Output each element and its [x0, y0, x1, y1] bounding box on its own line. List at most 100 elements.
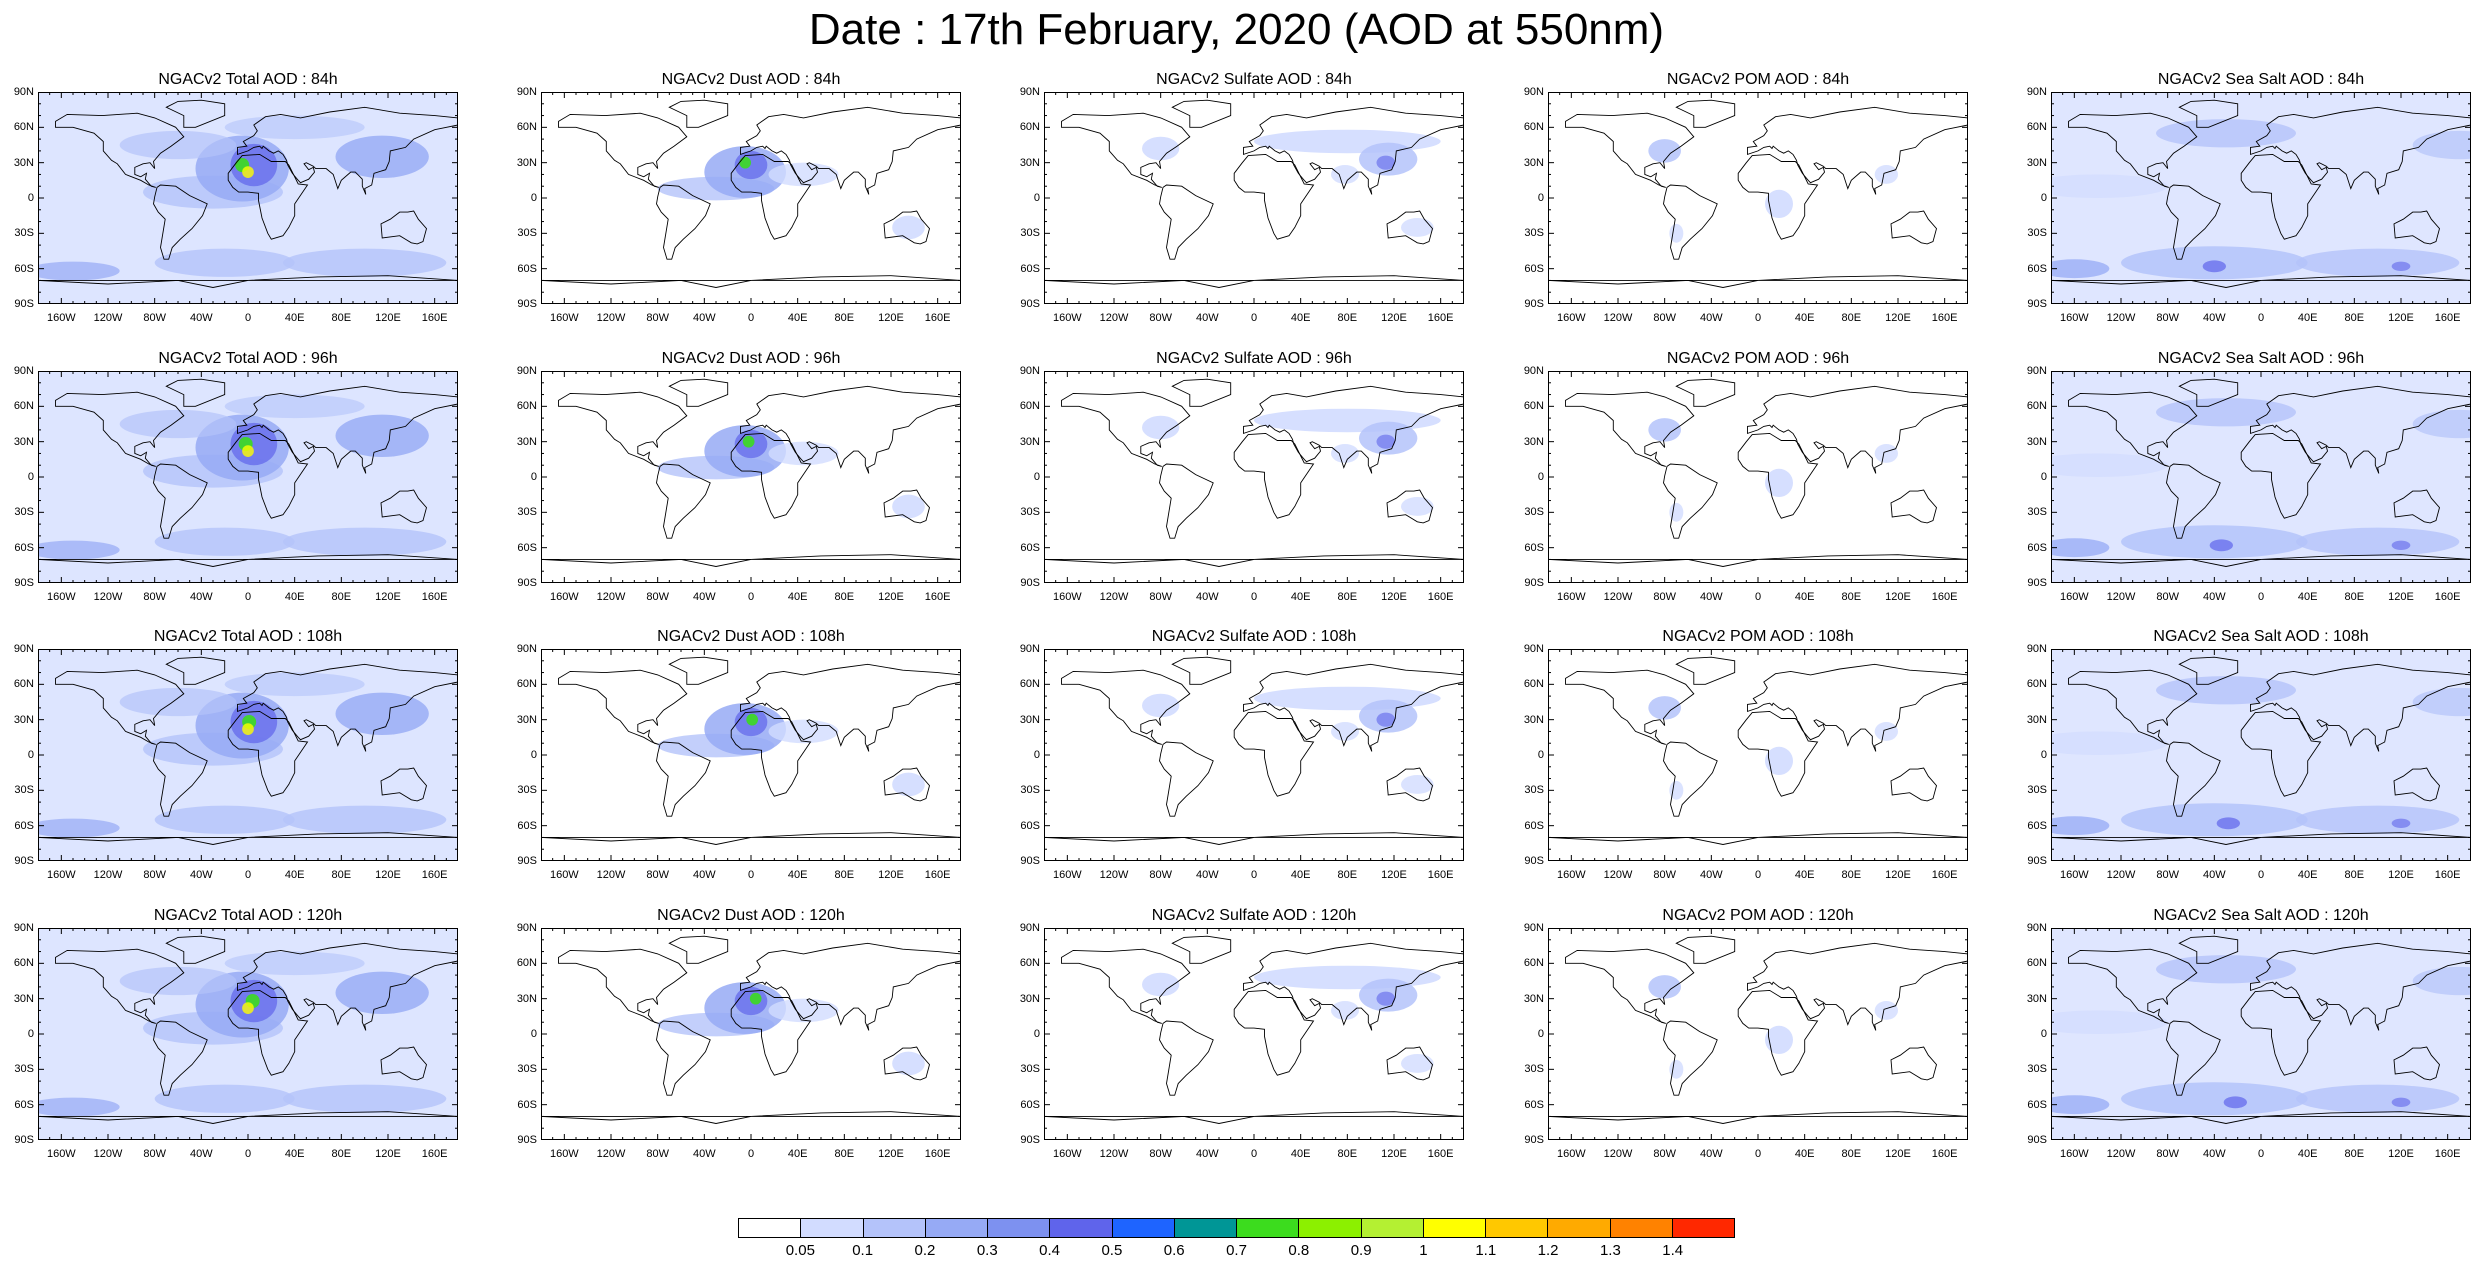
- colorbar-label: 0.1: [852, 1242, 874, 1259]
- aod-field-patch: [38, 1097, 120, 1117]
- lat-label: 60N: [516, 400, 537, 413]
- lat-label: 60N: [516, 957, 537, 970]
- lon-label: 80W: [1653, 869, 1676, 881]
- colorbar-swatch: [801, 1219, 864, 1237]
- lon-label: 160W: [46, 312, 76, 324]
- aod-field-patch: [1331, 165, 1359, 184]
- lon-label: 80E: [834, 312, 855, 324]
- lat-label: 60N: [1523, 400, 1544, 413]
- lon-label: 40W: [693, 1148, 716, 1160]
- coastline: [153, 184, 208, 260]
- lon-label: 80W: [143, 591, 166, 603]
- lat-label: 60S: [1524, 541, 1544, 554]
- lat-label: 60S: [14, 1098, 34, 1111]
- coastline: [541, 832, 961, 845]
- lon-label: 80W: [646, 1148, 669, 1160]
- panel-title: NGACv2 Total AOD : 84h: [158, 71, 338, 88]
- lon-label: 40W: [1700, 869, 1723, 881]
- coastline: [55, 391, 185, 467]
- panel-title: NGACv2 Total AOD : 108h: [153, 628, 343, 645]
- lon-label: 120W: [596, 1148, 626, 1160]
- coastline: [55, 112, 185, 188]
- lat-label: 90N: [1019, 643, 1040, 655]
- lon-label: 160E: [1931, 591, 1958, 603]
- lon-label: 160W: [1052, 591, 1082, 603]
- coastline: [740, 942, 961, 1031]
- lon-label: 40E: [1794, 312, 1815, 324]
- coastline: [237, 942, 458, 1031]
- aod-field-patch: [1142, 693, 1180, 718]
- world-map-svg: [2051, 92, 2471, 304]
- lon-label: 40E: [787, 1148, 808, 1160]
- aod-field-patch: [242, 1002, 254, 1014]
- aod-field-patch: [2051, 453, 2168, 477]
- lon-label: 80W: [1149, 869, 1172, 881]
- lat-label: 60N: [2026, 400, 2047, 413]
- lat-label: 90N: [1523, 86, 1544, 98]
- aod-field-patch: [1142, 136, 1180, 161]
- lat-label: 60S: [1524, 262, 1544, 275]
- coastline: [1233, 153, 1315, 240]
- lon-label: 80W: [143, 312, 166, 324]
- coastline: [1890, 489, 1937, 524]
- colorbar-label: 0.9: [1350, 1242, 1372, 1259]
- lat-label: 0: [27, 471, 34, 483]
- lon-label: 120E: [1885, 591, 1911, 603]
- coastline: [1675, 935, 1736, 964]
- panel-title: NGACv2 Sulfate AOD : 108h: [1151, 628, 1357, 645]
- coastline: [2178, 99, 2239, 128]
- lon-label: 0: [2257, 869, 2265, 881]
- lon-label: 80E: [331, 312, 352, 324]
- coastline: [165, 935, 226, 964]
- coastline: [1747, 663, 1968, 752]
- aod-field-patch: [1765, 468, 1793, 498]
- lat-label: 90S: [1020, 577, 1040, 589]
- lon-label: 40W: [2203, 869, 2226, 881]
- world-map: [2051, 649, 2471, 861]
- lat-label: 0: [27, 1028, 34, 1040]
- aod-field-patch: [1401, 497, 1434, 516]
- coastline: [2166, 741, 2221, 817]
- lon-label: 160E: [1427, 1148, 1454, 1160]
- lat-label: 30S: [1524, 506, 1544, 519]
- world-map-svg: [541, 649, 961, 861]
- aod-field-patch: [1648, 418, 1681, 442]
- colorbar-swatch: [1548, 1219, 1611, 1237]
- lat-label: 30N: [516, 713, 537, 726]
- lon-label: 40W: [190, 1148, 213, 1160]
- lon-label: 120E: [1885, 869, 1911, 881]
- map-panel: NGACv2 Dust AOD : 84h 90N 60N 30N 0 30S 60S 90S…: [503, 70, 977, 340]
- map-frame: [1548, 649, 1968, 861]
- aod-field-patch: [2296, 527, 2460, 556]
- lon-label: 40E: [787, 312, 808, 324]
- world-map: [1548, 649, 1968, 861]
- lon-label: 160W: [2059, 1148, 2089, 1160]
- lat-label: 30N: [516, 435, 537, 448]
- lon-label: 40W: [693, 591, 716, 603]
- lon-label: 40W: [1700, 312, 1723, 324]
- world-map: [541, 371, 961, 583]
- lat-label: 60N: [1523, 678, 1544, 691]
- coastline: [668, 378, 729, 407]
- aod-field-patch: [2202, 260, 2226, 273]
- aod-field-patch: [2391, 540, 2411, 551]
- lat-label: 0: [530, 1028, 537, 1040]
- colorbar-label: 0.7: [1226, 1242, 1247, 1259]
- lat-label: 60N: [13, 400, 34, 413]
- colorbar-swatch: [1361, 1219, 1424, 1237]
- lon-label: 160W: [549, 1148, 579, 1160]
- coastline: [1171, 935, 1232, 964]
- lat-label: 60N: [2026, 957, 2047, 970]
- map-frame: [541, 92, 961, 304]
- lat-label: 30S: [2027, 506, 2047, 519]
- lat-label: 60S: [1524, 819, 1544, 832]
- coastline: [730, 710, 812, 797]
- world-map-svg: [1044, 371, 1464, 583]
- lon-label: 160W: [1556, 312, 1586, 324]
- lon-label: 120W: [93, 591, 123, 603]
- coastline: [656, 741, 711, 817]
- lon-label: 160E: [421, 591, 448, 603]
- world-map: [1548, 371, 1968, 583]
- coastline: [2051, 275, 2471, 288]
- aod-field-patch: [2391, 261, 2411, 272]
